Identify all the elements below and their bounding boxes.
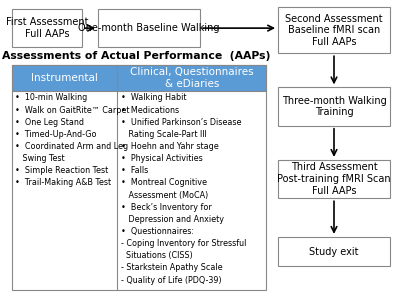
Text: Instrumental: Instrumental [31, 73, 98, 83]
Bar [278, 160, 390, 198]
Text: •  Walking Habit
•  Medications
•  Unified Parkinson’s Disease
   Rating Scale-P: • Walking Habit • Medications • Unified … [121, 93, 246, 285]
Bar [278, 7, 390, 53]
Text: •  10-min Walking
•  Walk on GaitRite™ Carpet
•  One Leg Stand
•  Timed-Up-And-G: • 10-min Walking • Walk on GaitRite™ Car… [15, 93, 130, 187]
Bar [12, 65, 118, 91]
Bar [278, 237, 390, 266]
Text: Assessments of Actual Performance  (AAPs): Assessments of Actual Performance (AAPs) [2, 51, 270, 61]
Bar [12, 65, 266, 290]
Text: Three-month Walking
Training: Three-month Walking Training [282, 96, 386, 117]
Text: Clinical, Questionnaires
& eDiaries: Clinical, Questionnaires & eDiaries [130, 67, 254, 89]
Bar [98, 9, 200, 47]
Text: First Assessment
Full AAPs: First Assessment Full AAPs [6, 17, 88, 39]
Text: Study exit: Study exit [309, 247, 359, 257]
Text: One-month Baseline Walking: One-month Baseline Walking [78, 23, 220, 33]
Text: Second Assessment
Baseline fMRI scan
Full AAPs: Second Assessment Baseline fMRI scan Ful… [285, 14, 383, 47]
Bar [12, 9, 82, 47]
Text: Third Assessment
Post-training fMRI Scan
Full AAPs: Third Assessment Post-training fMRI Scan… [277, 163, 391, 196]
Bar [118, 65, 266, 91]
Bar [278, 87, 390, 126]
